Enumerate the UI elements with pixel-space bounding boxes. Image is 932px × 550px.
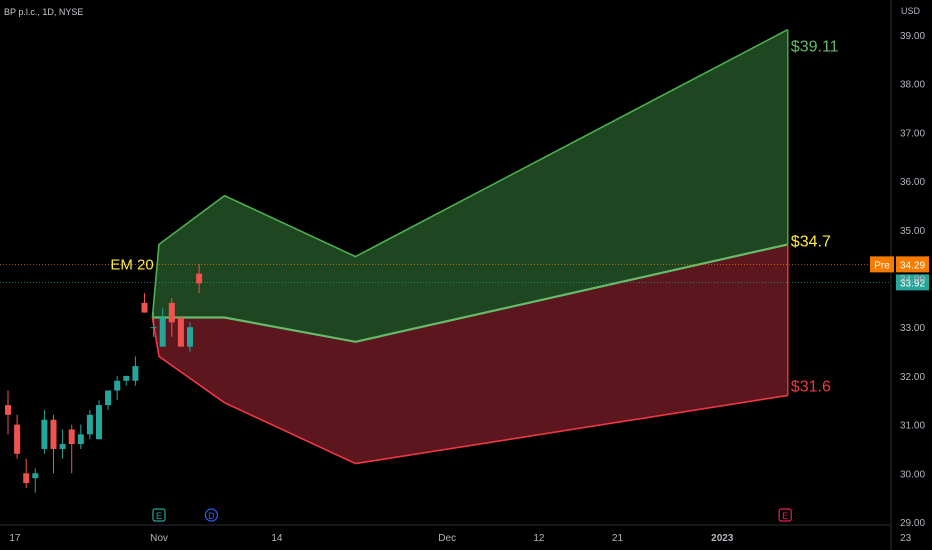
candle-body bbox=[168, 302, 175, 323]
event-marker-shape bbox=[152, 508, 166, 522]
upper-band-line bbox=[151, 28, 789, 318]
candle bbox=[68, 424, 75, 474]
candle bbox=[14, 414, 21, 459]
event-marker: E bbox=[778, 508, 792, 522]
x-tick-label: 14 bbox=[271, 533, 283, 544]
candle bbox=[159, 307, 166, 347]
lower-value-label: $31.6 bbox=[791, 378, 831, 395]
y-tick-label: 30.00 bbox=[900, 469, 925, 480]
currency-label: USD bbox=[900, 6, 920, 16]
candle bbox=[168, 297, 175, 337]
y-tick-label: 32.00 bbox=[900, 372, 925, 383]
candle-body bbox=[68, 429, 75, 445]
x-tick-label: 2023 bbox=[711, 533, 734, 544]
candle-body bbox=[41, 419, 48, 449]
candle bbox=[77, 424, 84, 449]
price-tag-label-bg bbox=[870, 256, 894, 273]
candle-body bbox=[114, 380, 121, 391]
candle-body bbox=[59, 444, 66, 449]
candle-body bbox=[150, 327, 157, 329]
expected-move-bands bbox=[151, 28, 789, 465]
candle-body bbox=[123, 375, 130, 381]
candle bbox=[86, 409, 93, 440]
candle-body bbox=[177, 317, 184, 347]
candle bbox=[187, 322, 193, 352]
candle-body bbox=[187, 327, 193, 347]
candle bbox=[132, 356, 139, 386]
symbol-title: BP p.l.c., 1D, NYSE bbox=[4, 7, 84, 17]
candle-body bbox=[141, 302, 148, 313]
candle bbox=[32, 468, 39, 493]
event-marker: E bbox=[152, 508, 166, 522]
candle bbox=[196, 263, 203, 294]
y-tick-label: 35.00 bbox=[900, 226, 925, 237]
candlestick-series bbox=[5, 263, 203, 493]
candle bbox=[123, 375, 130, 386]
candle bbox=[114, 375, 121, 401]
candle-body bbox=[132, 366, 139, 381]
x-tick-label: 17 bbox=[9, 533, 21, 544]
candle bbox=[177, 317, 184, 347]
y-tick-label: 38.00 bbox=[900, 80, 925, 91]
price-tag-bg bbox=[896, 256, 929, 273]
time-axis: 17Nov14Dec1221202323Feb13 bbox=[9, 533, 912, 544]
candle-body bbox=[105, 390, 112, 406]
lower-band-fill bbox=[152, 244, 788, 464]
upper-value-label: $39.11 bbox=[791, 39, 839, 56]
candle bbox=[96, 400, 102, 440]
x-tick-label: 12 bbox=[533, 533, 545, 544]
price-tag-value: 34.29 bbox=[900, 260, 925, 271]
band-labels: $39.11 $34.7 $31.6 EM 20 bbox=[110, 39, 838, 396]
candle-body bbox=[32, 473, 39, 479]
candle bbox=[59, 429, 66, 459]
x-tick-label: Nov bbox=[150, 533, 168, 544]
x-tick-label: 21 bbox=[612, 533, 624, 544]
upper-band-fill bbox=[152, 29, 788, 342]
candle-body bbox=[96, 405, 102, 440]
candle-body bbox=[23, 473, 30, 484]
price-tag-value: 33.92 bbox=[900, 278, 925, 289]
event-marker-shape bbox=[204, 508, 218, 522]
candle-body bbox=[77, 434, 84, 445]
y-tick-label: 39.00 bbox=[900, 31, 925, 42]
em-label: EM 20 bbox=[110, 256, 153, 273]
y-tick-label: 37.00 bbox=[900, 128, 925, 139]
event-marker-letter: E bbox=[156, 511, 162, 521]
event-marker-shape bbox=[778, 508, 792, 522]
price-tag-label: Pre bbox=[874, 260, 890, 271]
event-marker-letter: D bbox=[208, 511, 215, 521]
candle-body bbox=[196, 273, 203, 284]
candle-body bbox=[5, 405, 11, 415]
candle-body bbox=[86, 414, 93, 435]
price-tag-bg bbox=[896, 274, 929, 291]
candle-body bbox=[14, 424, 21, 454]
x-tick-label: 23 bbox=[900, 533, 912, 544]
candle bbox=[23, 458, 30, 488]
lower-band-line bbox=[151, 317, 788, 465]
candle bbox=[141, 293, 148, 313]
candle bbox=[105, 390, 112, 410]
y-tick-label: 36.00 bbox=[900, 177, 925, 188]
y-tick-label: 34.00 bbox=[900, 275, 925, 286]
y-tick-label: 31.00 bbox=[900, 421, 925, 432]
candle bbox=[41, 409, 48, 454]
middle-value-label: $34.7 bbox=[791, 233, 831, 250]
price-axis: 29.00 30.00 31.00 32.00 33.00 34.00 35.00 36.00… bbox=[900, 31, 925, 529]
x-tick-label: Dec bbox=[438, 533, 456, 544]
middle-line bbox=[152, 243, 789, 343]
candle-body bbox=[159, 317, 166, 347]
candle-body bbox=[50, 419, 57, 449]
y-tick-label: 29.00 bbox=[900, 518, 925, 529]
price-lines: Pre 34.29 33.92 bbox=[0, 256, 929, 291]
candle bbox=[150, 312, 157, 337]
event-marker-letter: E bbox=[782, 511, 788, 521]
y-tick-label: 33.00 bbox=[900, 323, 925, 334]
candle bbox=[50, 414, 57, 474]
event-marker: D bbox=[204, 508, 218, 522]
candle bbox=[5, 390, 11, 435]
